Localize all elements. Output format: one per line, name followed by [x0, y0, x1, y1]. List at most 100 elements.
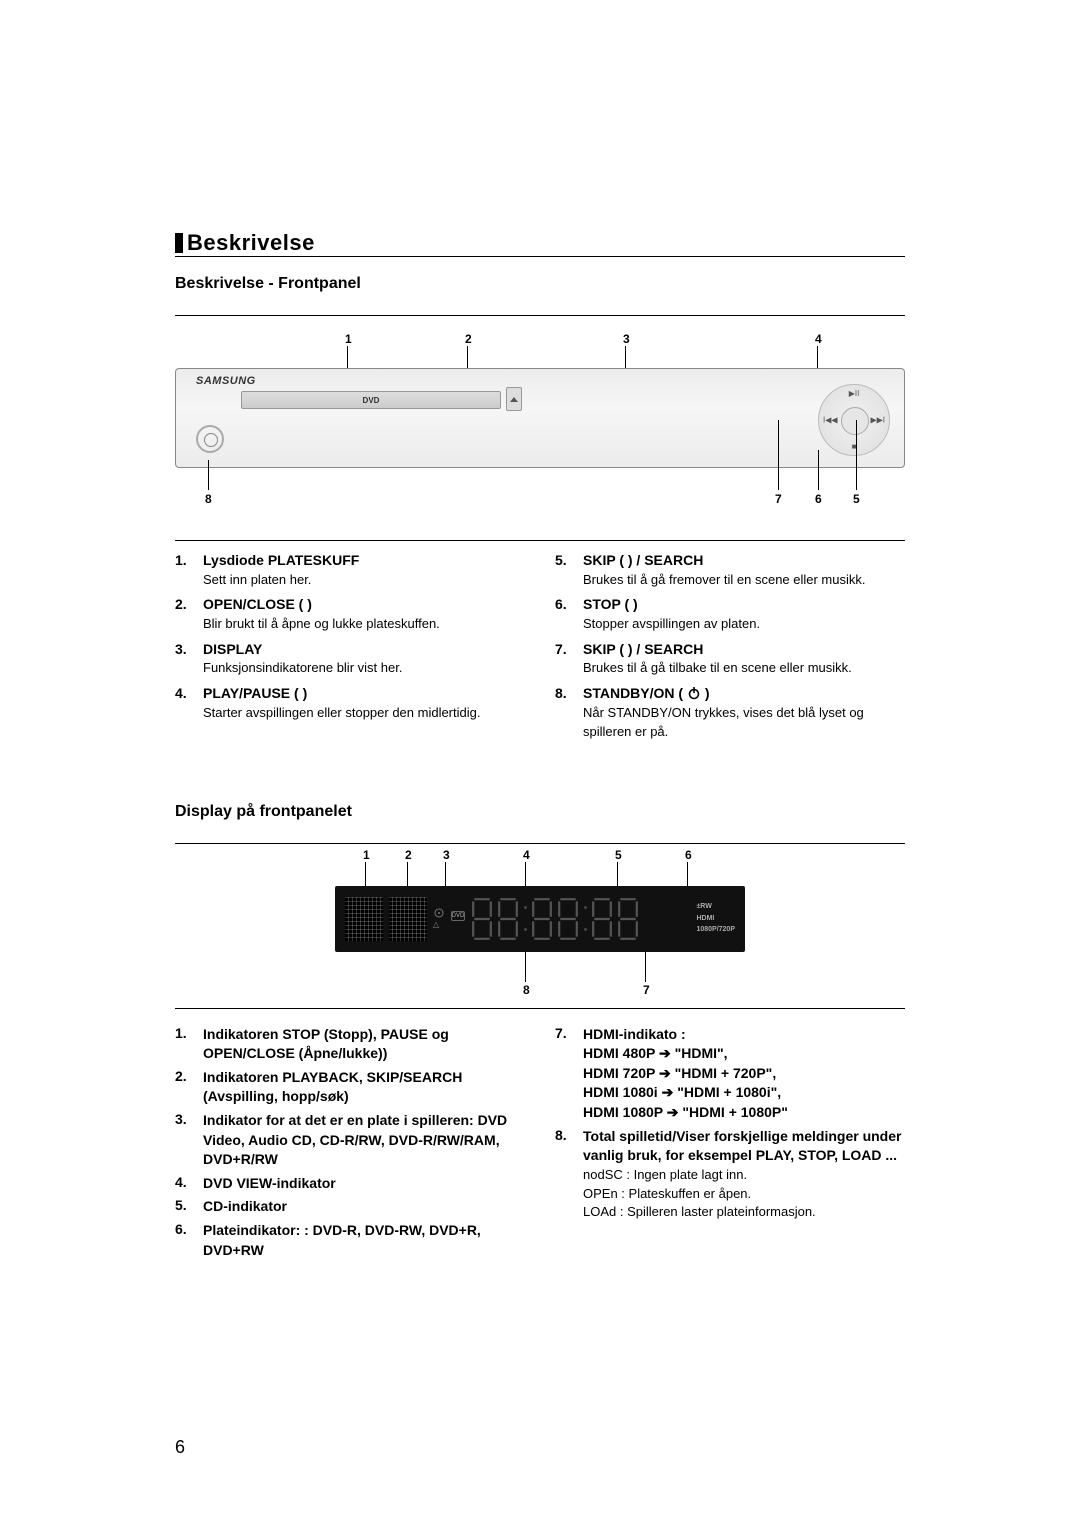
- display-section: Display på frontpanelet 1 2 3 4 5 6 △ DV…: [175, 803, 905, 1265]
- item-num: 6.: [175, 1221, 193, 1237]
- frontpanel-right-col: 5. SKIP ( ) / SEARCH Brukes til å gå fremo…: [555, 551, 905, 748]
- frontpanel-diagram: 1 2 3 4 SAMSUNG DVD ▶II I◀◀ ▶▶I ■ 8 5 6 …: [175, 320, 905, 540]
- lcd-mid-icons: △: [433, 908, 445, 929]
- display-lists: 1. Indikatoren STOP (Stopp), PAUSE og OPE…: [175, 1025, 905, 1265]
- callout-3: 3: [623, 332, 630, 346]
- item-num: 4.: [175, 1174, 193, 1190]
- item-num: 5.: [555, 552, 573, 568]
- disc-tray: DVD: [241, 391, 501, 409]
- dpad: ▶II I◀◀ ▶▶I ■: [818, 384, 890, 456]
- section-title: Beskrivelse: [175, 230, 905, 257]
- item-desc: Funksjonsindikatorene blir vist her.: [203, 659, 525, 678]
- item-label: Indikatoren STOP (Stopp), PAUSE og OPEN/…: [203, 1025, 525, 1064]
- skip-fwd-mark: ▶▶I: [870, 416, 885, 425]
- rule-disp-2: [175, 1008, 905, 1009]
- item-num: 7.: [555, 641, 573, 657]
- item-label: STANDBY/ON ( ): [583, 684, 710, 704]
- display-diagram: 1 2 3 4 5 6 △ DVD: [175, 848, 905, 1008]
- d-callout-2: 2: [405, 848, 412, 862]
- item-desc: Blir brukt til å åpne og lukke plateskuf…: [203, 615, 525, 634]
- power-icon: [687, 686, 701, 700]
- callout-1: 1: [345, 332, 352, 346]
- rule-disp-1: [175, 843, 905, 844]
- item-num: 4.: [175, 685, 193, 701]
- item-line: HDMI 720P ➔ "HDMI + 720P",: [583, 1064, 905, 1084]
- list-item: 6.STOP ( )Stopper avspillingen av platen…: [555, 595, 905, 633]
- skip-back-mark: I◀◀: [823, 416, 838, 425]
- callout-2: 2: [465, 332, 472, 346]
- frontpanel-heading: Beskrivelse - Frontpanel: [175, 275, 905, 293]
- item-label: DISPLAY: [203, 640, 262, 660]
- lead-6: [818, 450, 819, 490]
- list-item: 2. OPEN/CLOSE ( )Blir brukt til å åpne og…: [175, 595, 525, 633]
- list-item: 5. CD-indikator: [175, 1197, 525, 1217]
- lead-5: [856, 420, 857, 490]
- frontpanel-lists: 1.Lysdiode PLATESKUFFSett inn platen her…: [175, 551, 905, 748]
- callout-8: 8: [205, 492, 212, 506]
- list-item: 6. Plateindikator: : DVD-R, DVD-RW, DVD+R…: [175, 1221, 525, 1260]
- item-line: HDMI 480P ➔ "HDMI",: [583, 1044, 905, 1064]
- display-left-col: 1. Indikatoren STOP (Stopp), PAUSE og OPE…: [175, 1025, 525, 1265]
- dvd-badge: DVD: [451, 911, 465, 921]
- dlead-7: [645, 952, 646, 982]
- angle-icon: △: [433, 920, 439, 929]
- list-item: 1.Lysdiode PLATESKUFFSett inn platen her…: [175, 551, 525, 589]
- item-label: SKIP ( ) / SEARCH: [583, 640, 703, 660]
- list-item: 2. Indikatoren PLAYBACK, SKIP/SEARCH (Avs…: [175, 1068, 525, 1107]
- callout-7: 7: [775, 492, 782, 506]
- item-desc: Brukes til å gå fremover til en scene el…: [583, 571, 905, 590]
- lcd-res: 1080P/720P: [696, 926, 735, 934]
- power-button-glyph: [196, 425, 224, 453]
- colon-1: [523, 897, 527, 941]
- d-callout-1: 1: [363, 848, 370, 862]
- rule-top-1: [175, 315, 905, 316]
- item-label: Indikatoren PLAYBACK, SKIP/SEARCH (Avspi…: [203, 1068, 525, 1107]
- item-num: 1.: [175, 1025, 193, 1041]
- time-display: [471, 897, 639, 941]
- frontpanel-left-list: 1.Lysdiode PLATESKUFFSett inn platen her…: [175, 551, 525, 723]
- item-label: Lysdiode PLATESKUFF: [203, 551, 359, 571]
- item-desc: Starter avspillingen eller stopper den m…: [203, 704, 525, 723]
- item-desc: LOAd : Spilleren laster plateinformasjon…: [583, 1203, 905, 1222]
- item-desc: Når STANDBY/ON trykkes, vises det blå ly…: [583, 704, 905, 742]
- item-num: 8.: [555, 1127, 573, 1143]
- display-left-list: 1. Indikatoren STOP (Stopp), PAUSE og OPE…: [175, 1025, 525, 1261]
- item-label: CD-indikator: [203, 1197, 287, 1217]
- item-line: HDMI 1080P ➔ "HDMI + 1080P": [583, 1103, 905, 1123]
- seg-6: [617, 897, 639, 941]
- d-callout-6: 6: [685, 848, 692, 862]
- seg-4: [557, 897, 579, 941]
- dvd-logo: DVD: [363, 396, 380, 405]
- lcd-right: ±RW HDMI 1080P/720P: [696, 903, 735, 934]
- list-item: 4. PLAY/PAUSE ( )Starter avspillingen ell…: [175, 684, 525, 722]
- item-label: PLAY/PAUSE ( ): [203, 684, 307, 704]
- item-num: 5.: [175, 1197, 193, 1213]
- display-right-list: 7.HDMI-indikato :HDMI 480P ➔ "HDMI",HDMI…: [555, 1025, 905, 1223]
- item-desc: Brukes til å gå tilbake til en scene ell…: [583, 659, 905, 678]
- lead-8: [208, 460, 209, 490]
- frontpanel-left-col: 1.Lysdiode PLATESKUFFSett inn platen her…: [175, 551, 525, 748]
- list-item: 1. Indikatoren STOP (Stopp), PAUSE og OPE…: [175, 1025, 525, 1064]
- list-item: 3. DISPLAYFunksjonsindikatorene blir vist…: [175, 640, 525, 678]
- item-num: 6.: [555, 596, 573, 612]
- item-label: Plateindikator: : DVD-R, DVD-RW, DVD+R, …: [203, 1221, 525, 1260]
- item-num: 8.: [555, 685, 573, 701]
- brand-logo: SAMSUNG: [196, 375, 256, 387]
- item-num: 7.: [555, 1025, 573, 1041]
- d-callout-8: 8: [523, 983, 530, 997]
- play-mark: ▶II: [849, 389, 860, 398]
- item-num: 1.: [175, 552, 193, 568]
- item-label: OPEN/CLOSE ( ): [203, 595, 312, 615]
- item-label: DVD VIEW-indikator: [203, 1174, 336, 1194]
- dlead-8: [525, 952, 526, 982]
- lcd-panel: △ DVD ±RW HDMI 1080P/720P: [335, 886, 745, 952]
- colon-2: [583, 897, 587, 941]
- item-num: 2.: [175, 596, 193, 612]
- item-label: HDMI-indikato :: [583, 1025, 686, 1045]
- item-desc: Stopper avspillingen av platen.: [583, 615, 905, 634]
- list-item: 4. DVD VIEW-indikator: [175, 1174, 525, 1194]
- dotmatrix-2: [389, 897, 427, 941]
- item-num: 3.: [175, 641, 193, 657]
- item-num: 2.: [175, 1068, 193, 1084]
- page-number: 6: [175, 1437, 185, 1458]
